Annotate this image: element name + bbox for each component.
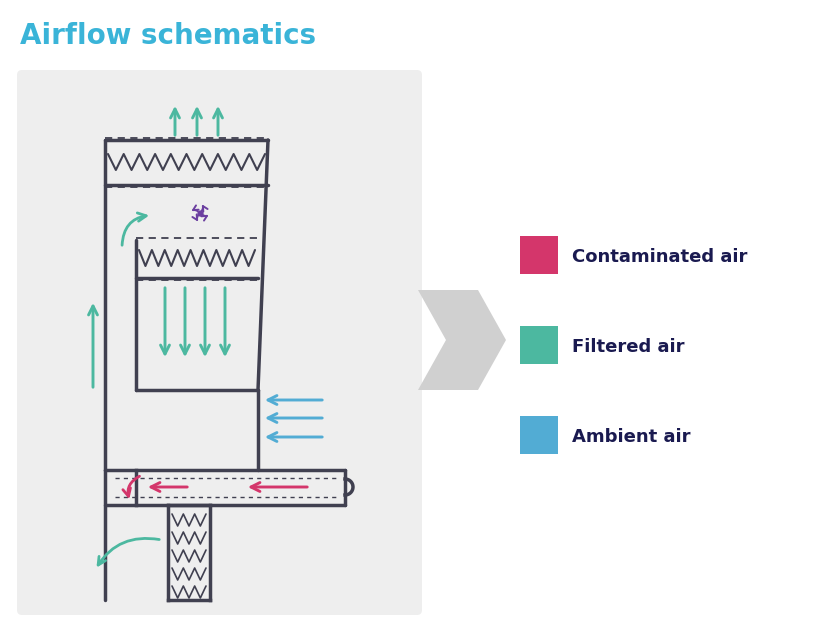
Bar [520,236,558,274]
Text: Ambient air: Ambient air [572,428,690,446]
Polygon shape [418,290,506,390]
Text: Airflow schematics: Airflow schematics [20,22,316,50]
Bar [520,416,558,454]
Bar [520,326,558,364]
Text: Filtered air: Filtered air [572,338,685,356]
FancyBboxPatch shape [17,70,422,615]
Text: Contaminated air: Contaminated air [572,248,748,266]
